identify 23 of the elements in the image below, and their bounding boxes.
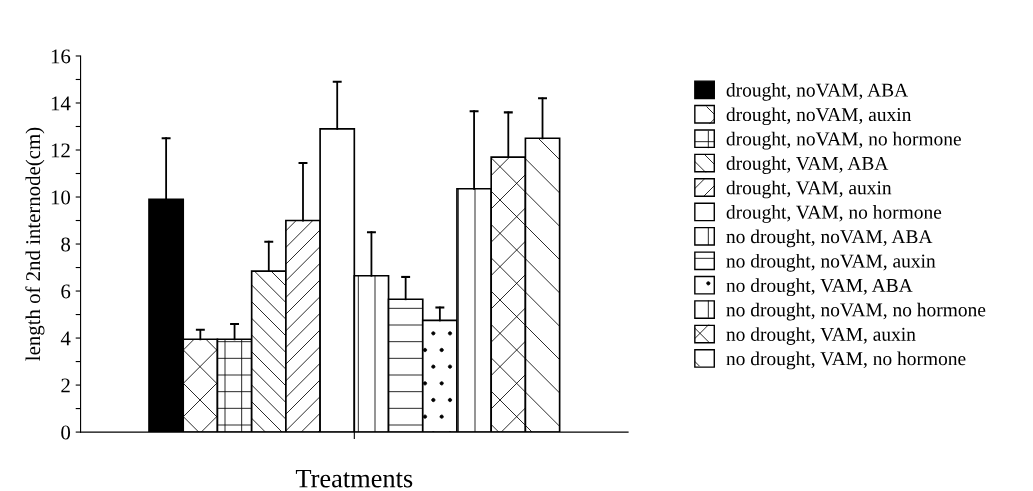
y-tick-label: 16: [51, 49, 71, 64]
legend-label: drought, noVAM, no hormone: [726, 131, 961, 150]
legend-label: no drought, noVAM, no hormone: [726, 302, 986, 321]
y-tick-label: 0: [61, 425, 71, 440]
y-tick-label: 6: [61, 284, 71, 299]
x-axis-title: Treatments: [295, 469, 413, 488]
y-tick-label: 14: [51, 96, 71, 111]
legend-label: drought, VAM, auxin: [726, 180, 892, 199]
legend-label: drought, noVAM, auxin: [726, 107, 912, 126]
y-tick-label: 2: [61, 378, 70, 393]
y-axis-title: length of 2nd internode(cm): [25, 127, 45, 361]
legend-label: no drought, VAM, ABA: [726, 278, 913, 297]
legend-label: drought, VAM, ABA: [726, 156, 889, 174]
y-tick-label: 8: [61, 237, 71, 252]
y-tick-label: 10: [51, 190, 71, 205]
legend-label: no drought, noVAM, auxin: [726, 253, 936, 272]
y-tick-label: 12: [51, 143, 70, 158]
y-tick-label: 4: [60, 331, 71, 346]
legend-label: no drought, VAM, auxin: [726, 327, 916, 345]
legend-label: drought, noVAM, ABA: [726, 83, 909, 101]
legend-label: drought, VAM, no hormone: [726, 205, 942, 223]
legend-label: no drought, noVAM, ABA: [726, 229, 933, 248]
legend-label: no drought, VAM, no hormone: [726, 351, 966, 370]
